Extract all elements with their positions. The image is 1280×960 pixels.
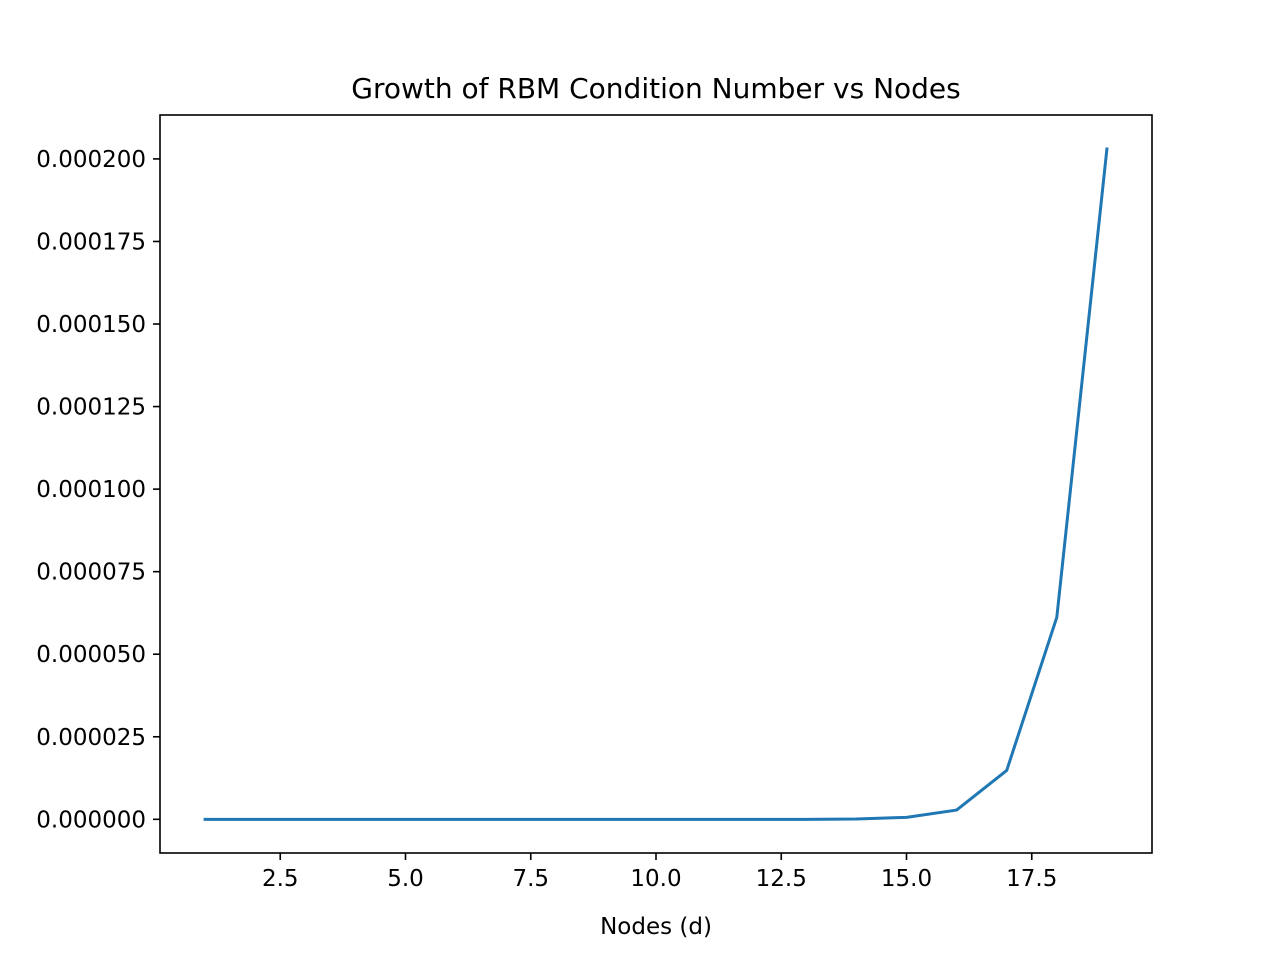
y-tick-label: 0.000200: [36, 147, 146, 173]
y-tick-label: 0.000150: [36, 312, 146, 338]
y-tick-label: 0.000050: [36, 642, 146, 668]
y-tick-label: 0.000100: [36, 477, 146, 503]
plot-area: 2.5 5.0 7.5 10.0 12.5 15.0 17.5 0.000000 0.00002…: [36, 114, 1153, 892]
x-tick-label: 5.0: [387, 866, 424, 892]
x-tick-label: 17.5: [1006, 866, 1057, 892]
x-tick-label: 12.5: [756, 866, 807, 892]
x-tick-label: 7.5: [512, 866, 549, 892]
x-axis-title: Nodes (d): [600, 914, 712, 940]
x-tick-label: 15.0: [881, 866, 932, 892]
series-line-0: [203, 147, 1109, 821]
y-tick-label: 0.000075: [36, 560, 146, 586]
y-tick-label: 0.000175: [36, 229, 146, 255]
x-tick-label: 10.0: [630, 866, 681, 892]
y-tick-label: 0.000000: [36, 807, 146, 833]
chart-title: Growth of RBM Condition Number vs Nodes: [351, 72, 960, 105]
y-tick-label: 0.000025: [36, 725, 146, 751]
y-tick-label: 0.000125: [36, 395, 146, 421]
x-tick-label: 2.5: [262, 866, 299, 892]
